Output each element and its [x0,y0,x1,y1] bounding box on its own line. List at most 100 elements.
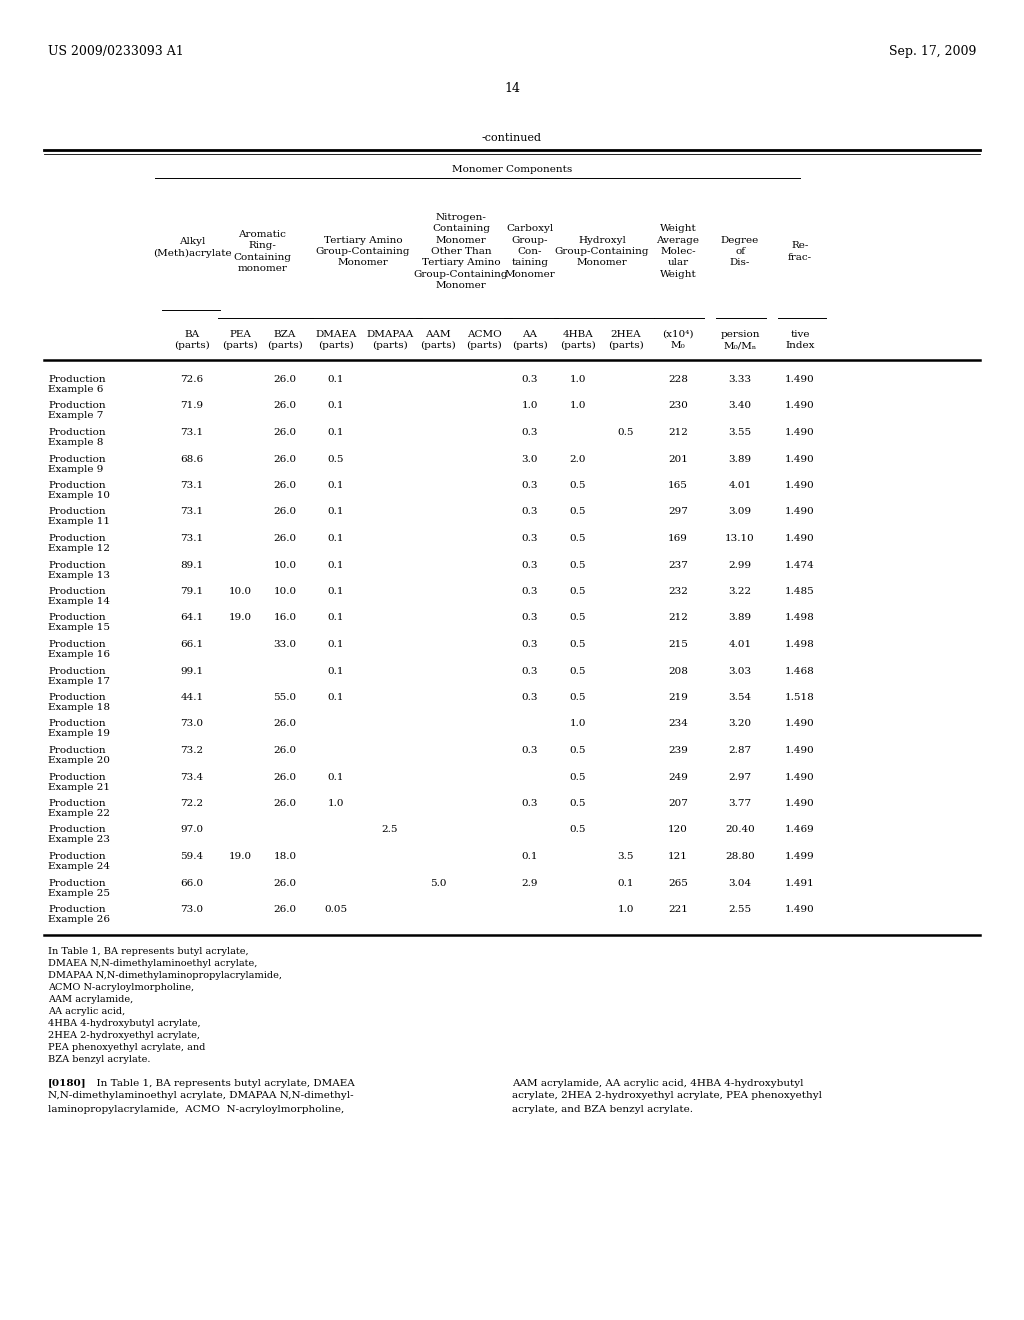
Text: 0.1: 0.1 [617,879,634,887]
Text: 3.04: 3.04 [728,879,752,887]
Text: 1.490: 1.490 [785,375,815,384]
Text: Example 8: Example 8 [48,438,103,447]
Text: 1.490: 1.490 [785,719,815,729]
Text: 19.0: 19.0 [228,614,252,623]
Text: Production: Production [48,587,105,597]
Text: Production: Production [48,719,105,729]
Text: 0.3: 0.3 [522,561,539,569]
Text: In Table 1, BA represents butyl acrylate,: In Table 1, BA represents butyl acrylate… [48,946,249,956]
Text: 3.55: 3.55 [728,428,752,437]
Text: Production: Production [48,401,105,411]
Text: Production: Production [48,667,105,676]
Text: 2.0: 2.0 [569,454,587,463]
Text: 0.1: 0.1 [328,614,344,623]
Text: 201: 201 [668,454,688,463]
Text: Example 12: Example 12 [48,544,110,553]
Text: 0.3: 0.3 [522,614,539,623]
Text: Example 17: Example 17 [48,676,110,685]
Text: 208: 208 [668,667,688,676]
Text: 0.1: 0.1 [328,375,344,384]
Text: 26.0: 26.0 [273,507,297,516]
Text: Example 24: Example 24 [48,862,110,871]
Text: 89.1: 89.1 [180,561,204,569]
Text: BZA
(parts): BZA (parts) [267,330,303,350]
Text: (x10⁴)
M₀: (x10⁴) M₀ [663,330,693,350]
Text: 0.3: 0.3 [522,507,539,516]
Text: 3.03: 3.03 [728,667,752,676]
Text: 169: 169 [668,535,688,543]
Text: Production: Production [48,799,105,808]
Text: -continued: -continued [482,133,542,143]
Text: 55.0: 55.0 [273,693,297,702]
Text: 1.518: 1.518 [785,693,815,702]
Text: 73.1: 73.1 [180,428,204,437]
Text: 71.9: 71.9 [180,401,204,411]
Text: Aromatic
Ring-
Containing
monomer: Aromatic Ring- Containing monomer [233,230,292,273]
Text: 0.05: 0.05 [325,906,347,913]
Text: 0.5: 0.5 [569,772,587,781]
Text: 0.3: 0.3 [522,587,539,597]
Text: 4.01: 4.01 [728,480,752,490]
Text: 10.0: 10.0 [273,587,297,597]
Text: 0.1: 0.1 [328,401,344,411]
Text: AAM acrylamide,: AAM acrylamide, [48,994,133,1003]
Text: 26.0: 26.0 [273,535,297,543]
Text: 1.490: 1.490 [785,906,815,913]
Text: 0.5: 0.5 [569,480,587,490]
Text: 0.5: 0.5 [617,428,634,437]
Text: 0.3: 0.3 [522,693,539,702]
Text: 0.1: 0.1 [328,507,344,516]
Text: ACMO N-acryloylmorpholine,: ACMO N-acryloylmorpholine, [48,982,195,991]
Text: 5.0: 5.0 [430,879,446,887]
Text: 3.0: 3.0 [522,454,539,463]
Text: 26.0: 26.0 [273,879,297,887]
Text: Production: Production [48,375,105,384]
Text: Production: Production [48,454,105,463]
Text: 73.2: 73.2 [180,746,204,755]
Text: Example 7: Example 7 [48,412,103,421]
Text: laminopropylacrylamide,  ACMO  N-acryloylmorpholine,: laminopropylacrylamide, ACMO N-acryloylm… [48,1105,344,1114]
Text: Nitrogen-
Containing
Monomer
Other Than
Tertiary Amino
Group-Containing
Monomer: Nitrogen- Containing Monomer Other Than … [414,213,508,290]
Text: 3.5: 3.5 [617,851,634,861]
Text: 1.498: 1.498 [785,640,815,649]
Text: 232: 232 [668,587,688,597]
Text: 99.1: 99.1 [180,667,204,676]
Text: 165: 165 [668,480,688,490]
Text: Example 6: Example 6 [48,385,103,393]
Text: 0.1: 0.1 [328,428,344,437]
Text: Example 25: Example 25 [48,888,110,898]
Text: 0.5: 0.5 [569,561,587,569]
Text: 26.0: 26.0 [273,401,297,411]
Text: Production: Production [48,535,105,543]
Text: Example 19: Example 19 [48,730,110,738]
Text: 0.3: 0.3 [522,746,539,755]
Text: 0.5: 0.5 [569,746,587,755]
Text: 0.5: 0.5 [569,825,587,834]
Text: 230: 230 [668,401,688,411]
Text: Example 16: Example 16 [48,649,110,659]
Text: 1.490: 1.490 [785,799,815,808]
Text: 1.485: 1.485 [785,587,815,597]
Text: 0.5: 0.5 [569,614,587,623]
Text: 2.99: 2.99 [728,561,752,569]
Text: Example 13: Example 13 [48,570,110,579]
Text: Alkyl
(Meth)acrylate: Alkyl (Meth)acrylate [153,238,231,257]
Text: N,N-dimethylaminoethyl acrylate, DMAPAA N,N-dimethyl-: N,N-dimethylaminoethyl acrylate, DMAPAA … [48,1092,353,1101]
Text: AA
(parts): AA (parts) [512,330,548,350]
Text: 1.490: 1.490 [785,454,815,463]
Text: 4.01: 4.01 [728,640,752,649]
Text: 2.55: 2.55 [728,906,752,913]
Text: 26.0: 26.0 [273,799,297,808]
Text: Production: Production [48,614,105,623]
Text: 2.87: 2.87 [728,746,752,755]
Text: 14: 14 [504,82,520,95]
Text: 2.5: 2.5 [382,825,398,834]
Text: 207: 207 [668,799,688,808]
Text: 33.0: 33.0 [273,640,297,649]
Text: Tertiary Amino
Group-Containing
Monomer: Tertiary Amino Group-Containing Monomer [315,235,411,268]
Text: 73.0: 73.0 [180,719,204,729]
Text: 3.33: 3.33 [728,375,752,384]
Text: 239: 239 [668,746,688,755]
Text: 68.6: 68.6 [180,454,204,463]
Text: 120: 120 [668,825,688,834]
